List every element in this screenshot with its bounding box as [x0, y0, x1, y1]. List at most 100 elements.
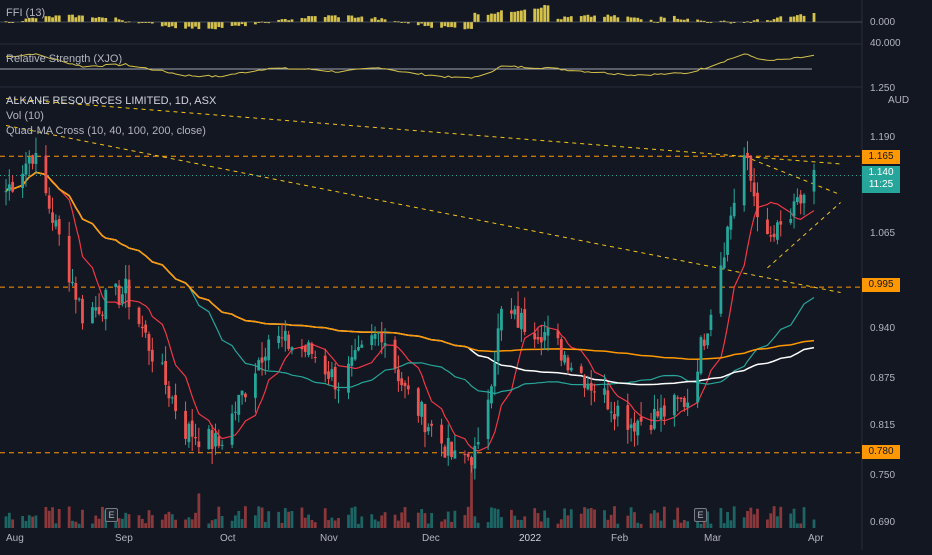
volume-bar: [303, 517, 307, 528]
volume-bar: [406, 522, 410, 528]
volume-bar: [533, 508, 537, 528]
ffi-bar: [400, 22, 404, 23]
ffi-bar: [633, 17, 636, 22]
candle-body: [746, 152, 749, 158]
price-tick: 0.940: [870, 323, 896, 334]
volume-bar: [779, 506, 783, 528]
candle-body: [333, 366, 337, 390]
candle-body: [606, 390, 610, 410]
ma-indicator-label[interactable]: Quad-MA Cross (10, 40, 100, 200, close): [6, 125, 206, 137]
candle-body: [260, 357, 264, 363]
candle-body: [147, 333, 151, 351]
volume-bar: [51, 507, 54, 528]
ffi-bar: [586, 14, 590, 22]
volume-bar: [583, 507, 586, 528]
ffi-bar: [450, 22, 453, 28]
ffi-bar: [423, 22, 427, 27]
volume-bar: [150, 515, 154, 528]
ffi-bar: [453, 22, 457, 28]
candle-body: [579, 366, 583, 373]
volume-bar: [383, 512, 387, 528]
ffi-bar: [420, 22, 424, 24]
candle-body: [682, 397, 686, 407]
ffi-bar: [283, 18, 287, 22]
symbol-title[interactable]: ALKANE RESOURCES LIMITED, 1D, ASX: [6, 95, 217, 107]
ffi-bar: [117, 19, 121, 22]
ffi-bar: [789, 16, 793, 22]
ffi-bar: [47, 16, 51, 22]
volume-bar: [699, 523, 703, 528]
volume-bar: [546, 517, 550, 528]
candle-body: [559, 339, 563, 361]
volume-bar: [230, 520, 234, 528]
ffi-bar: [11, 22, 15, 23]
candle-body: [609, 411, 613, 413]
candle-body: [217, 436, 221, 446]
ffi-bar: [380, 18, 384, 22]
ffi-bar: [350, 15, 354, 22]
candle-body: [277, 335, 281, 343]
candle-body: [303, 345, 307, 352]
volume-bar: [789, 513, 793, 528]
ffi-bar: [81, 15, 84, 22]
volume-bar: [510, 509, 513, 528]
ffi-bar: [21, 21, 25, 23]
ffi-bar: [593, 15, 596, 22]
vol-indicator-label[interactable]: Vol (10): [6, 110, 44, 122]
candle-body: [383, 343, 387, 346]
volume-bar: [752, 514, 756, 528]
volume-bar: [244, 506, 247, 528]
candle-body: [722, 257, 726, 269]
trendline: [5, 124, 841, 294]
ffi-bar: [722, 20, 726, 22]
candle-body: [496, 328, 500, 361]
candle-body: [253, 373, 257, 398]
volume-bar: [67, 506, 71, 528]
rs-label[interactable]: Relative Strength (XJO): [6, 53, 123, 65]
candle-body: [357, 347, 360, 351]
candle-body: [516, 306, 520, 328]
candle-body: [583, 375, 586, 388]
ffi-bar: [606, 14, 610, 22]
candle-body: [519, 312, 523, 330]
volume-bar: [633, 512, 636, 528]
candle-body: [327, 371, 330, 379]
candle-body: [795, 197, 799, 203]
ffi-bar: [287, 20, 291, 22]
candle-body: [74, 282, 78, 300]
ffi-bar: [230, 22, 234, 26]
candle-body: [347, 363, 350, 393]
ffi-bar: [51, 17, 54, 22]
volume-bar: [287, 511, 291, 528]
earnings-event-badge[interactable]: E: [694, 508, 707, 522]
volume-bar: [120, 518, 124, 528]
volume-bar: [147, 510, 151, 528]
level-tag: 0.780: [862, 445, 900, 459]
candle-body: [463, 454, 467, 456]
volume-bar: [629, 507, 633, 528]
ffi-bar: [406, 22, 410, 24]
last-price-value: 1.140: [868, 167, 894, 178]
candle-body: [772, 233, 776, 238]
candle-body: [396, 369, 400, 382]
currency-label[interactable]: AUD: [888, 95, 910, 106]
ffi-bar: [353, 17, 357, 22]
ffi-bar: [220, 22, 224, 28]
ffi-bar: [473, 12, 477, 22]
volume-bar: [101, 506, 104, 528]
ffi-bar: [696, 19, 700, 22]
volume-bar: [453, 510, 457, 528]
ffi-bar: [120, 20, 124, 22]
volume-bar: [795, 523, 799, 528]
candle-body: [423, 403, 427, 433]
ffi-bar: [523, 9, 527, 22]
candle-body: [27, 157, 31, 164]
ffi-label[interactable]: FFI (13): [6, 7, 46, 19]
candle-body: [649, 425, 653, 431]
volume-bar: [197, 493, 201, 528]
ffi-bar: [443, 22, 447, 27]
earnings-event-badge[interactable]: E: [105, 508, 118, 522]
ffi-bar: [104, 18, 108, 22]
